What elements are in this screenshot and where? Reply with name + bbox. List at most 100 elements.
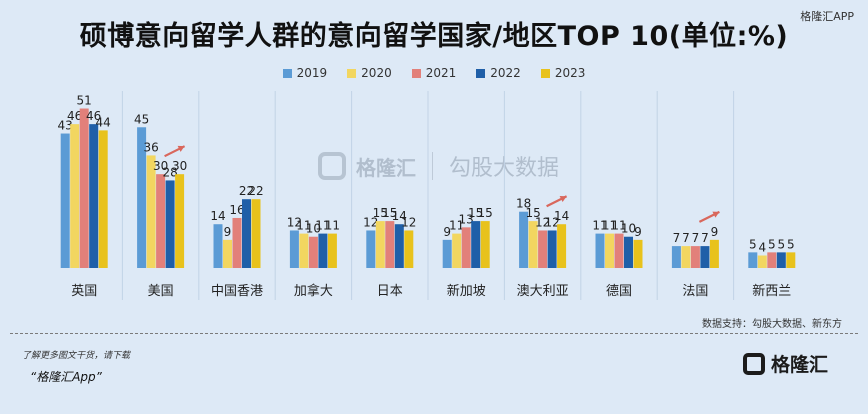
data-label: 36 (143, 140, 158, 154)
data-label: 11 (449, 219, 464, 233)
bar-2023-新加坡 (480, 221, 490, 268)
footer-app-name: “格隆汇App” (30, 370, 102, 384)
bar-2020-中国香港 (223, 239, 232, 268)
bar-2022-英国 (89, 124, 99, 269)
bar-2019-新加坡 (442, 239, 452, 268)
bar-2019-新西兰 (748, 252, 758, 268)
bar-2019-法国 (671, 246, 681, 268)
bar-2021-新加坡 (461, 227, 471, 268)
data-label: 5 (787, 237, 795, 251)
bar-2023-英国 (98, 130, 108, 268)
data-label: 11 (602, 219, 617, 233)
category-label: 澳大利亚 (517, 283, 569, 299)
category-label: 法国 (682, 284, 708, 299)
footer-logo-text: 格隆汇 (770, 354, 828, 376)
bar-2022-美国 (165, 180, 175, 268)
trend-arrow-head (712, 211, 720, 218)
bar-2019-澳大利亚 (519, 211, 529, 268)
bar-2021-日本 (385, 221, 395, 268)
bar-2021-美国 (156, 174, 166, 268)
bar-2020-英国 (70, 124, 80, 269)
chart-legend: 2019 2020 2021 2022 2023 (0, 66, 868, 80)
corner-watermark: 格隆汇APP (800, 10, 854, 23)
gelonghui-logo-icon (742, 352, 765, 375)
bar-2021-法国 (690, 246, 700, 268)
data-label: 7 (692, 231, 700, 245)
bar-2019-加拿大 (289, 230, 299, 268)
legend-item-2021: 2021 (411, 66, 457, 80)
data-label: 15 (468, 206, 483, 220)
data-label: 13 (459, 212, 474, 226)
data-label: 30 (153, 159, 168, 173)
bar-2021-加拿大 (308, 236, 318, 268)
data-label: 16 (229, 203, 244, 217)
data-label: 4 (758, 240, 766, 254)
bar-2022-法国 (700, 246, 710, 268)
bar-2021-新西兰 (767, 252, 777, 268)
data-label: 22 (239, 184, 254, 198)
category-label: 美国 (148, 284, 174, 299)
bar-2019-美国 (137, 127, 147, 268)
data-label: 5 (777, 237, 785, 251)
legend-item-2019: 2019 (282, 66, 328, 80)
data-label: 45 (134, 112, 149, 126)
footer-note: 了解更多图文干货，请下载 (22, 351, 131, 361)
data-source: 数据支持：勾股大数据、新东方 (702, 319, 842, 330)
legend-item-2023: 2023 (540, 66, 585, 80)
bar-2021-德国 (614, 233, 624, 268)
category-label: 加拿大 (294, 283, 333, 299)
category-label: 英国 (71, 284, 97, 299)
bar-2021-澳大利亚 (538, 230, 548, 268)
bar-2023-澳大利亚 (557, 224, 567, 268)
legend-label: 2019 (296, 66, 328, 80)
bar-2022-新加坡 (471, 221, 481, 268)
data-label: 15 (478, 206, 493, 220)
bar-2021-中国香港 (232, 217, 242, 268)
data-label: 5 (749, 237, 757, 251)
data-label: 15 (373, 206, 388, 220)
data-label: 12 (401, 215, 416, 229)
data-label: 22 (248, 184, 263, 198)
data-label: 10 (306, 222, 321, 236)
data-label: 12 (535, 215, 550, 229)
bar-2020-德国 (605, 233, 614, 268)
data-label: 12 (363, 215, 378, 229)
bar-2023-法国 (709, 239, 719, 268)
category-label: 新西兰 (752, 283, 791, 299)
data-label: 10 (621, 222, 636, 236)
data-label: 30 (172, 159, 187, 173)
bar-2019-日本 (366, 230, 376, 268)
data-label: 15 (382, 206, 397, 220)
data-label: 14 (210, 209, 225, 223)
category-label: 日本 (377, 284, 403, 299)
data-label: 44 (96, 115, 111, 129)
bar-2022-加拿大 (318, 233, 328, 268)
bar-2020-新加坡 (452, 233, 462, 268)
bar-2019-英国 (60, 133, 70, 268)
chart-title: 硕博意向留学人群的意向留学国家/地区TOP 10(单位:%) (79, 21, 789, 52)
category-label: 新加坡 (447, 283, 486, 299)
data-label: 12 (287, 215, 302, 229)
bar-2023-新西兰 (786, 252, 796, 268)
legend-label: 2022 (490, 66, 521, 80)
bar-2020-美国 (146, 155, 156, 268)
legend-swatch (282, 68, 292, 78)
bar-2022-日本 (394, 224, 404, 268)
bar-2019-中国香港 (213, 224, 223, 268)
data-label: 11 (325, 219, 340, 233)
bar-2022-新西兰 (776, 252, 786, 268)
legend-swatch (347, 68, 357, 78)
data-label: 43 (58, 119, 73, 133)
legend-label: 2021 (425, 66, 457, 80)
legend-item-2022: 2022 (476, 66, 521, 80)
bar-2020-加拿大 (299, 233, 309, 268)
data-label: 11 (315, 219, 330, 233)
legend-swatch (411, 68, 421, 78)
data-label: 15 (525, 206, 540, 220)
footer-divider (10, 333, 858, 334)
legend-swatch (540, 68, 550, 78)
data-label: 7 (673, 231, 681, 245)
legend-swatch (476, 68, 486, 78)
